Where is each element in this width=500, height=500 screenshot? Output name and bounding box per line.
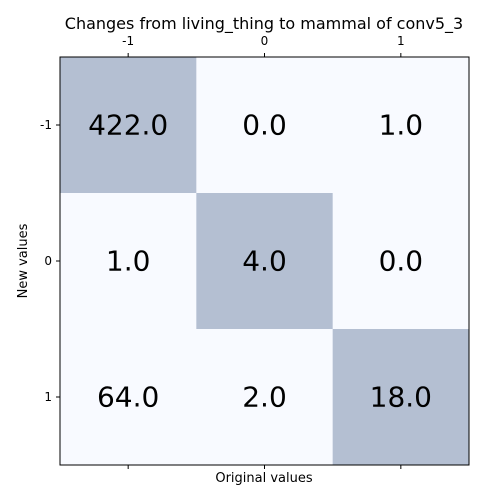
y-tick-label: 1	[44, 390, 52, 404]
heatmap-cell-label: 18.0	[370, 381, 432, 414]
x-tick-label: 0	[261, 34, 269, 48]
heatmap-cell-label: 0.0	[379, 245, 424, 278]
heatmap-cell-label: 4.0	[242, 245, 287, 278]
chart-title: Changes from living_thing to mammal of c…	[65, 14, 463, 34]
x-axis-top-ticks: -1 0 1	[122, 34, 404, 57]
heatmap-cell-label: 422.0	[88, 109, 168, 142]
heatmap-cell-label: 1.0	[379, 109, 424, 142]
x-tick-label: 1	[397, 34, 405, 48]
y-axis-ticks: -1 0 1	[40, 118, 60, 404]
x-tick-label: -1	[122, 34, 134, 48]
heatmap-cell-label: 0.0	[242, 109, 287, 142]
x-axis-bottom-ticks	[128, 465, 401, 469]
heatmap-cell-label: 1.0	[106, 245, 151, 278]
heatmap-cell-label: 64.0	[97, 381, 159, 414]
x-axis-label: Original values	[215, 471, 313, 486]
y-axis-label: New values	[16, 223, 31, 298]
heatmap-cell-label: 2.0	[242, 381, 287, 414]
y-tick-label: 0	[44, 254, 52, 268]
y-tick-label: -1	[40, 118, 52, 132]
